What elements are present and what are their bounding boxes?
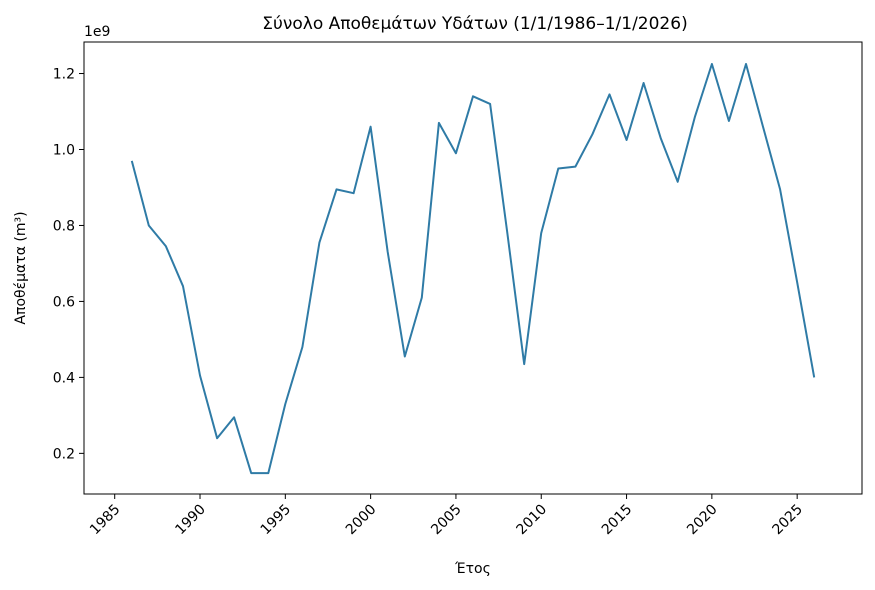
x-tick-label: 2020 bbox=[684, 502, 721, 539]
x-tick-label: 2025 bbox=[769, 502, 806, 539]
x-tick-label: 2010 bbox=[514, 502, 551, 539]
series-line bbox=[130, 63, 816, 475]
y-axis-label: Αποθέματα (m³) bbox=[13, 211, 29, 324]
series-group bbox=[130, 63, 816, 475]
plot-area bbox=[83, 41, 863, 495]
y-offset-label: 1e9 bbox=[84, 24, 110, 40]
x-tick-label: 1995 bbox=[258, 502, 295, 539]
y-tick-label: 0.4 bbox=[53, 370, 75, 386]
y-axis: 0.2 0.4 0.6 0.8 1.0 1.2 bbox=[53, 67, 84, 462]
y-tick-label: 1.2 bbox=[53, 67, 75, 83]
x-axis: 1985 1990 1995 2000 2005 2010 2015 2020 2025 bbox=[87, 494, 806, 538]
y-tick-label: 1.0 bbox=[53, 142, 75, 158]
x-tick-label: 2000 bbox=[343, 502, 380, 539]
x-tick-label: 1990 bbox=[172, 502, 209, 539]
x-axis-label: Έτος bbox=[454, 561, 491, 577]
x-tick-label: 2005 bbox=[428, 502, 465, 539]
y-tick-label: 0.8 bbox=[53, 218, 75, 234]
chart-title: Σύνολο Αποθεμάτων Υδάτων (1/1/1986–1/1/2… bbox=[262, 14, 687, 34]
x-tick-label: 2015 bbox=[599, 502, 636, 539]
x-tick-label: 1985 bbox=[87, 502, 124, 539]
y-tick-label: 0.6 bbox=[53, 294, 75, 310]
y-tick-label: 0.2 bbox=[53, 446, 75, 462]
